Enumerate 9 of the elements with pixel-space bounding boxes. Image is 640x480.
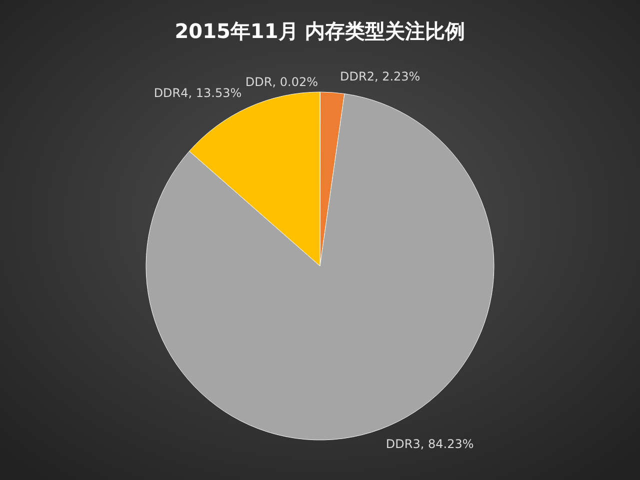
- slice-label: DDR: [245, 75, 272, 89]
- chart-title: 2015年11月 内存类型关注比例: [174, 19, 466, 43]
- data-label: , 84.23%: [420, 437, 474, 452]
- data-label: , 2.23%: [374, 69, 420, 84]
- data-label: , 0.02%: [272, 75, 318, 89]
- slice-label: DDR2: [340, 69, 374, 84]
- data-label: , 13.53%: [188, 86, 242, 100]
- slice-label: DDR4: [154, 86, 188, 100]
- slice-label: DDR3: [386, 437, 420, 452]
